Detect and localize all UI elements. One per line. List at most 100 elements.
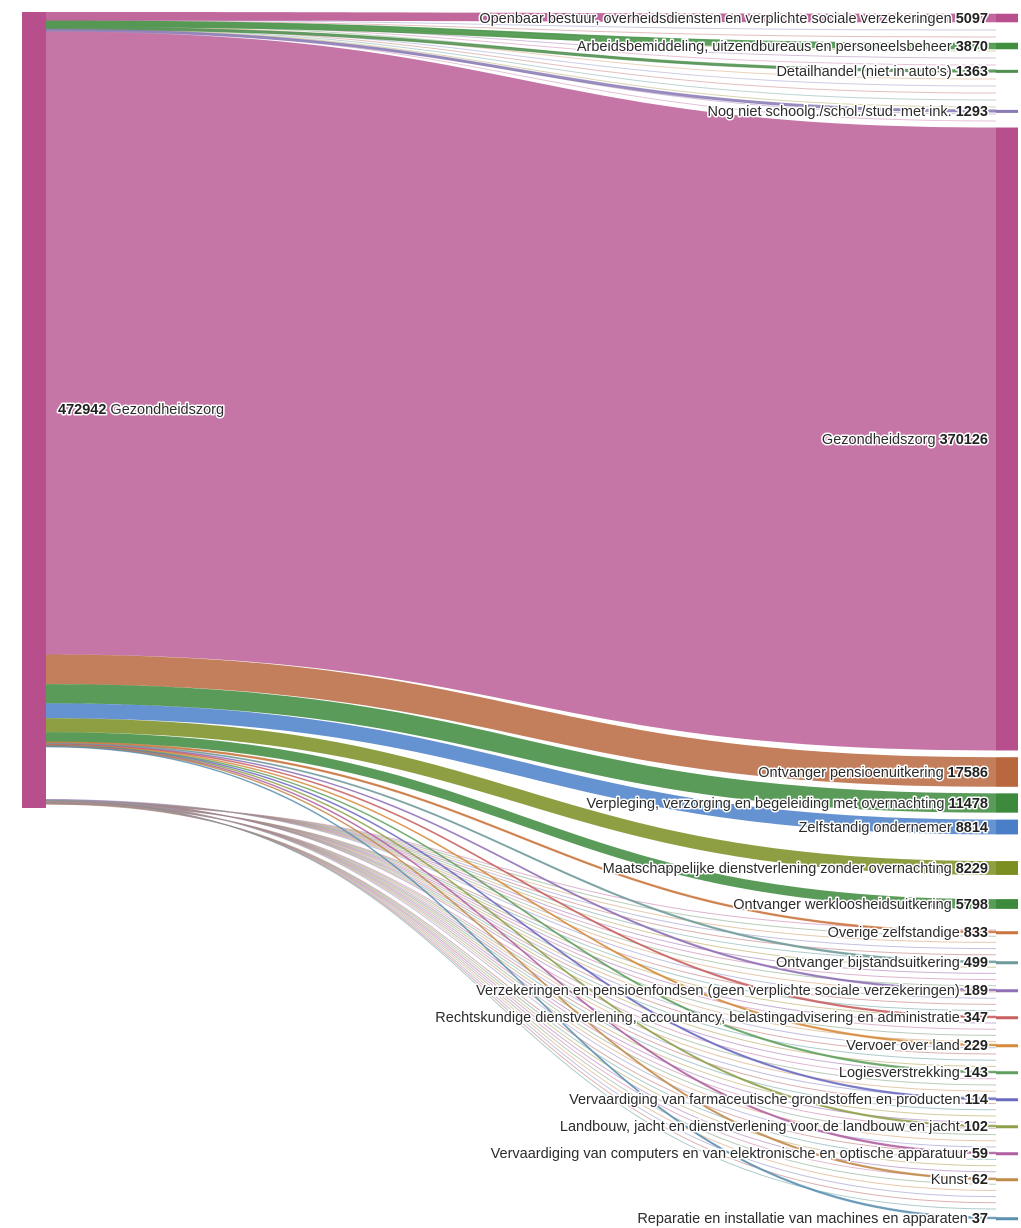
target-name: Kunst [931,1172,972,1188]
target-node-ontvanger-bijstandsuitkering [996,961,1018,965]
flow-ontvanger-pensioenuitkering[interactable] [46,654,996,787]
minor-flow-line [45,799,997,1210]
target-label-arbeidsbemiddeling-uitzendbureaus-en-personeelsbeheer: Arbeidsbemiddeling, uitzendbureaus en pe… [577,39,988,55]
target-label-detailhandel-niet-in-auto-s: Detailhandel (niet in auto's) 1363 [776,64,988,80]
target-node-vervoer-over-land [996,1044,1018,1048]
target-name: Ontvanger pensioenuitkering [758,765,947,781]
target-value: 37 [972,1211,988,1227]
flows-group [45,12,997,1220]
target-node-openbaar-bestuur-overheidsdiensten-en-verplichte-sociale-verzekeringen [996,13,1018,23]
target-name: Detailhandel (niet in auto's) [776,64,955,80]
target-label-gezondheidszorg: Gezondheidszorg 370126 [822,432,988,448]
nodes-group [22,12,1018,1221]
target-value: 370126 [940,432,988,448]
target-name: Maatschappelijke dienstverlening zonder … [603,861,956,877]
target-value: 62 [972,1172,988,1188]
target-node-verzekeringen-en-pensioenfondsen-geen-verplichte-sociale-verzekeringen [996,989,1018,993]
target-name: Landbouw, jacht en dienstverlening voor … [560,1119,964,1135]
target-name: Verzekeringen en pensioenfondsen (geen v… [476,983,964,999]
target-label-ontvanger-bijstandsuitkering: Ontvanger bijstandsuitkering 499 [776,955,988,971]
target-name: Openbaar bestuur, overheidsdiensten en v… [479,11,955,27]
target-value: 347 [964,1010,988,1026]
target-value: 8229 [956,861,988,877]
minor-flow-line [45,28,997,108]
target-node-vervaardiging-van-computers-en-van-elektronische-en-optische-apparatuur [996,1152,1018,1156]
target-label-openbaar-bestuur-overheidsdiensten-en-verplichte-sociale-verzekeringen: Openbaar bestuur, overheidsdiensten en v… [479,11,988,27]
target-label-ontvanger-werkloosheidsuitkering: Ontvanger werkloosheidsuitkering 5798 [733,897,988,913]
target-label-vervoer-over-land: Vervoer over land 229 [846,1038,988,1054]
target-label-zelfstandig-ondernemer: Zelfstandig ondernemer 8814 [799,820,988,836]
target-label-rechtskundige-dienstverlening-accountancy-belastingadvisering-en-administratie: Rechtskundige dienstverlening, accountan… [435,1010,988,1026]
target-value: 17586 [948,765,988,781]
target-value: 11478 [948,796,988,812]
flow-openbaar-bestuur-overheidsdiensten-en-verplichte-sociale-verzekeringen[interactable] [46,12,996,23]
target-name: Overige zelfstandige [828,925,964,941]
target-name: Nog niet schoolg./schol./stud. met ink. [707,104,955,120]
target-value: 5097 [956,11,988,27]
target-value: 1293 [956,104,988,120]
target-value: 114 [965,1092,988,1108]
target-label-landbouw-jacht-en-dienstverlening-voor-de-landbouw-en-jacht: Landbouw, jacht en dienstverlening voor … [560,1119,988,1135]
labels-group: Openbaar bestuur, overheidsdiensten en v… [57,10,990,1228]
target-node-zelfstandig-ondernemer [996,819,1018,835]
target-name: Vervaardiging van farmaceutische grondst… [569,1092,965,1108]
target-label-nog-niet-schoolg-schol-stud-met-ink: Nog niet schoolg./schol./stud. met ink. … [707,104,988,120]
minor-flow-line [45,799,997,1148]
target-label-logiesverstrekking: Logiesverstrekking 143 [839,1065,988,1081]
target-name: Zelfstandig ondernemer [799,820,956,836]
target-node-logiesverstrekking [996,1071,1018,1075]
flow-maatschappelijke-dienstverlening-zonder-overnachting[interactable] [46,718,996,875]
target-label-vervaardiging-van-farmaceutische-grondstoffen-en-producten: Vervaardiging van farmaceutische grondst… [569,1092,988,1108]
flow-verpleging-verzorging-en-begeleiding-met-overnachting[interactable] [46,684,996,813]
target-node-detailhandel-niet-in-auto-s [996,69,1018,73]
target-value: 143 [964,1065,988,1081]
target-name: Vervoer over land [846,1038,964,1054]
target-node-arbeidsbemiddeling-uitzendbureaus-en-personeelsbeheer [996,42,1018,50]
target-node-gezondheidszorg [996,127,1018,751]
flow-zelfstandig-ondernemer[interactable] [46,703,996,835]
flow-arbeidsbemiddeling-uitzendbureaus-en-personeelsbeheer[interactable] [46,20,996,50]
source-value: 472942 [58,402,110,418]
target-label-reparatie-en-installatie-van-machines-en-apparaten: Reparatie en installatie van machines en… [637,1211,988,1227]
target-label-maatschappelijke-dienstverlening-zonder-overnachting: Maatschappelijke dienstverlening zonder … [603,861,988,877]
target-name: Vervaardiging van computers en van elekt… [491,1146,972,1162]
source-label: 472942 Gezondheidszorg [58,402,224,418]
minor-flow-line [45,799,997,1074]
target-value: 3870 [956,39,988,55]
target-label-verzekeringen-en-pensioenfondsen-geen-verplichte-sociale-verzekeringen: Verzekeringen en pensioenfondsen (geen v… [476,983,988,999]
minor-flow-line [45,20,997,38]
target-name: Ontvanger bijstandsuitkering [776,955,964,971]
target-value: 59 [972,1146,988,1162]
target-value: 499 [964,955,988,971]
source-node-gezondheidszorg [22,12,46,808]
target-value: 833 [964,925,988,941]
target-name: Rechtskundige dienstverlening, accountan… [435,1010,964,1026]
target-node-nog-niet-schoolg-schol-stud-met-ink [996,109,1018,113]
target-node-reparatie-en-installatie-van-machines-en-apparaten [996,1217,1018,1221]
target-node-landbouw-jacht-en-dienstverlening-voor-de-landbouw-en-jacht [996,1125,1018,1129]
target-name: Ontvanger werkloosheidsuitkering [733,897,955,913]
target-label-vervaardiging-van-computers-en-van-elektronische-en-optische-apparatuur: Vervaardiging van computers en van elekt… [491,1146,988,1162]
target-value: 8814 [956,820,988,836]
target-name: Gezondheidszorg [822,432,940,448]
target-node-vervaardiging-van-farmaceutische-grondstoffen-en-producten [996,1098,1018,1102]
minor-flow-line [45,799,997,999]
minor-flow-line [45,25,997,80]
target-name: Verpleging, verzorging en begeleiding me… [587,796,949,812]
target-name: Reparatie en installatie van machines en… [637,1211,972,1227]
target-node-rechtskundige-dienstverlening-accountancy-belastingadvisering-en-administratie [996,1016,1018,1020]
flow-gezondheidszorg[interactable] [46,31,996,751]
target-value: 102 [964,1119,988,1135]
target-value: 189 [964,983,988,999]
target-value: 1363 [956,64,988,80]
target-label-kunst: Kunst 62 [931,1172,988,1188]
target-node-ontvanger-werkloosheidsuitkering [996,899,1018,909]
target-node-kunst [996,1178,1018,1182]
target-label-verpleging-verzorging-en-begeleiding-met-overnachting: Verpleging, verzorging en begeleiding me… [587,796,988,812]
target-label-ontvanger-pensioenuitkering: Ontvanger pensioenuitkering 17586 [758,765,988,781]
target-value: 5798 [956,897,988,913]
target-node-maatschappelijke-dienstverlening-zonder-overnachting [996,861,1018,875]
target-node-verpleging-verzorging-en-begeleiding-met-overnachting [996,793,1018,813]
flow-ontvanger-werkloosheidsuitkering[interactable] [46,732,996,909]
